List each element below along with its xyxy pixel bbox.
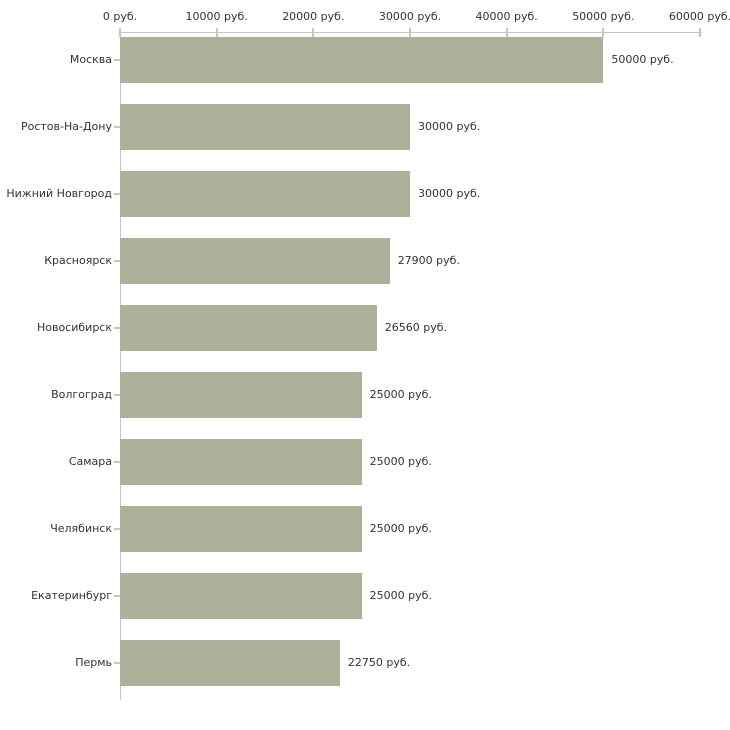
category-tick <box>114 260 120 262</box>
x-axis-tick <box>312 28 315 37</box>
x-axis-tick-label: 0 руб. <box>102 10 138 23</box>
y-axis-line <box>120 32 121 700</box>
x-axis-tick-label: 40000 руб. <box>475 10 538 23</box>
category-label: Новосибирск <box>36 321 112 334</box>
x-axis-tick <box>602 28 605 37</box>
category-tick <box>114 461 120 463</box>
category-tick <box>114 528 120 530</box>
category-label: Самара <box>68 455 112 468</box>
category-label: Красноярск <box>44 254 112 267</box>
value-label: 30000 руб. <box>418 187 481 200</box>
value-label: 30000 руб. <box>418 120 481 133</box>
bar <box>120 573 362 619</box>
category-tick <box>114 662 120 664</box>
x-axis-tick <box>119 28 121 37</box>
category-tick <box>114 327 120 329</box>
category-label: Екатеринбург <box>31 589 112 602</box>
bar <box>120 640 340 686</box>
x-axis-tick-label: 50000 руб. <box>572 10 635 23</box>
category-tick <box>114 193 120 195</box>
category-label: Волгоград <box>51 388 112 401</box>
bar <box>120 104 410 150</box>
category-label: Пермь <box>75 656 112 669</box>
x-axis-tick-label: 30000 руб. <box>378 10 442 23</box>
x-axis-tick-label: 60000 руб. <box>668 10 730 23</box>
value-label: 25000 руб. <box>369 522 432 535</box>
category-tick <box>114 394 120 396</box>
value-label: 50000 руб. <box>611 53 674 66</box>
bar <box>120 37 604 83</box>
x-axis-tick <box>699 28 701 37</box>
category-tick <box>114 126 120 128</box>
category-tick <box>114 59 120 61</box>
value-label: 22750 руб. <box>347 656 411 669</box>
x-axis-tick-label: 20000 руб. <box>282 10 345 23</box>
bar <box>120 372 362 418</box>
bar <box>120 305 377 351</box>
bar <box>120 238 390 284</box>
category-tick <box>114 595 120 597</box>
category-label: Челябинск <box>50 522 112 535</box>
category-label: Нижний Новгород <box>6 187 112 200</box>
value-label: 26560 руб. <box>384 321 447 334</box>
x-axis-tick <box>215 28 218 37</box>
value-label: 25000 руб. <box>369 388 432 401</box>
x-axis-tick <box>409 28 411 37</box>
category-label: Ростов-На-Дону <box>20 120 112 133</box>
value-label: 25000 руб. <box>369 455 432 468</box>
category-label: Москва <box>69 53 112 66</box>
value-label: 25000 руб. <box>369 589 432 602</box>
x-axis-tick-label: 10000 руб. <box>185 10 248 23</box>
value-label: 27900 руб. <box>397 254 460 267</box>
bar <box>120 439 362 485</box>
bar <box>120 171 410 217</box>
x-axis-tick <box>505 28 508 37</box>
bar <box>120 506 362 552</box>
x-axis-line <box>120 32 702 33</box>
